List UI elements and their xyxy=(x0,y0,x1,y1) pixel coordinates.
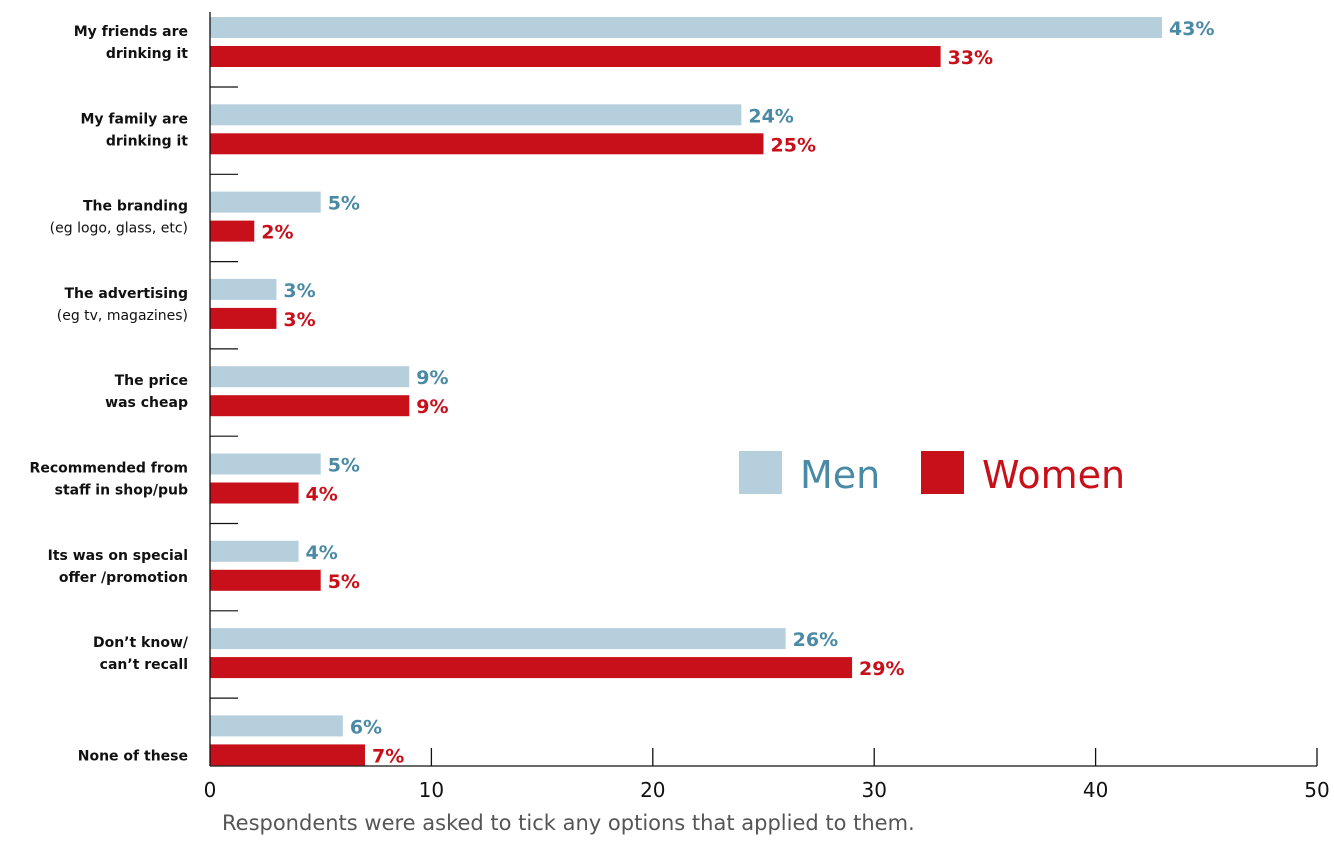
value-label-men-8: 6% xyxy=(350,716,382,738)
axes-group: 0 10 20 30 40 50 xyxy=(204,12,1330,802)
category-label-1-line-0: My family are xyxy=(80,111,188,127)
category-label-6-line-1: offer /promotion xyxy=(59,570,188,586)
value-label-men-7: 26% xyxy=(793,629,838,651)
value-label-men-5: 5% xyxy=(328,455,360,477)
category-label-3-line-0: The advertising xyxy=(65,286,189,302)
category-label-5-line-0: Recommended from xyxy=(30,461,188,477)
value-label-men-4: 9% xyxy=(416,367,448,389)
x-tick-label-0: 0 xyxy=(204,778,217,802)
value-label-men-1: 24% xyxy=(748,105,793,127)
x-tick-label-10: 10 xyxy=(419,778,444,802)
bar-women-8 xyxy=(210,744,365,766)
legend-label-women: Women xyxy=(982,453,1125,497)
value-label-women-1: 25% xyxy=(771,134,816,156)
bar-women-0 xyxy=(210,46,941,67)
bar-women-4 xyxy=(210,395,410,417)
value-label-women-6: 5% xyxy=(328,571,360,593)
bar-men-5 xyxy=(210,453,321,475)
legend: Men Women xyxy=(739,451,1125,497)
bar-men-7 xyxy=(210,628,786,650)
category-label-7-line-0: Don’t know/ xyxy=(93,635,189,651)
category-label-0-line-0: My friends are xyxy=(74,24,188,40)
bar-men-2 xyxy=(210,191,321,213)
legend-swatch-men xyxy=(739,451,782,494)
value-label-men-0: 43% xyxy=(1169,18,1214,40)
bar-women-3 xyxy=(210,307,277,329)
category-label-2-line-1: (eg logo, glass, etc) xyxy=(50,221,188,237)
category-label-8-line-0: None of these xyxy=(78,748,188,764)
value-label-women-8: 7% xyxy=(372,745,404,767)
category-labels: My friends are drinking it My family are dr… xyxy=(30,24,189,764)
bar-women-1 xyxy=(210,133,764,155)
value-label-women-3: 3% xyxy=(283,309,315,331)
category-label-0-line-1: drinking it xyxy=(106,46,188,62)
bar-men-6 xyxy=(210,540,299,562)
x-tick-label-30: 30 xyxy=(861,778,886,802)
bar-women-7 xyxy=(210,657,853,679)
category-label-4-line-0: The price xyxy=(115,373,188,389)
value-label-men-3: 3% xyxy=(283,280,315,302)
value-label-women-5: 4% xyxy=(306,484,338,506)
legend-label-men: Men xyxy=(800,453,880,497)
value-label-men-2: 5% xyxy=(328,193,360,215)
value-label-women-2: 2% xyxy=(261,222,293,244)
bar-men-3 xyxy=(210,278,277,300)
category-label-7-line-1: can’t recall xyxy=(100,657,188,673)
x-tick-label-40: 40 xyxy=(1083,778,1108,802)
footnote: Respondents were asked to tick any optio… xyxy=(222,811,915,835)
category-label-4-line-1: was cheap xyxy=(105,395,188,411)
category-label-3-line-1: (eg tv, magazines) xyxy=(57,308,188,324)
bar-men-0 xyxy=(210,17,1163,38)
bar-women-6 xyxy=(210,569,321,591)
legend-swatch-women xyxy=(921,451,964,494)
value-label-women-7: 29% xyxy=(859,658,904,680)
category-label-5-line-1: staff in shop/pub xyxy=(55,483,188,499)
x-tick-label-50: 50 xyxy=(1304,778,1329,802)
value-label-men-6: 4% xyxy=(306,542,338,564)
bar-women-5 xyxy=(210,482,299,504)
value-label-women-4: 9% xyxy=(416,396,448,418)
bar-women-2 xyxy=(210,220,255,242)
category-label-2-line-0: The branding xyxy=(83,199,188,215)
bar-men-8 xyxy=(210,715,343,737)
bar-men-4 xyxy=(210,366,410,388)
bars-group: 43% 33% 24% 25% 5% 2% 3% 3% 9% 9% 5% 4% 4% 5% 26% 29% 6%… xyxy=(210,17,1215,767)
category-label-1-line-1: drinking it xyxy=(106,133,188,149)
value-label-women-0: 33% xyxy=(948,47,993,69)
category-label-6-line-0: Its was on special xyxy=(48,548,188,564)
x-tick-label-20: 20 xyxy=(640,778,665,802)
bar-men-1 xyxy=(210,104,742,126)
